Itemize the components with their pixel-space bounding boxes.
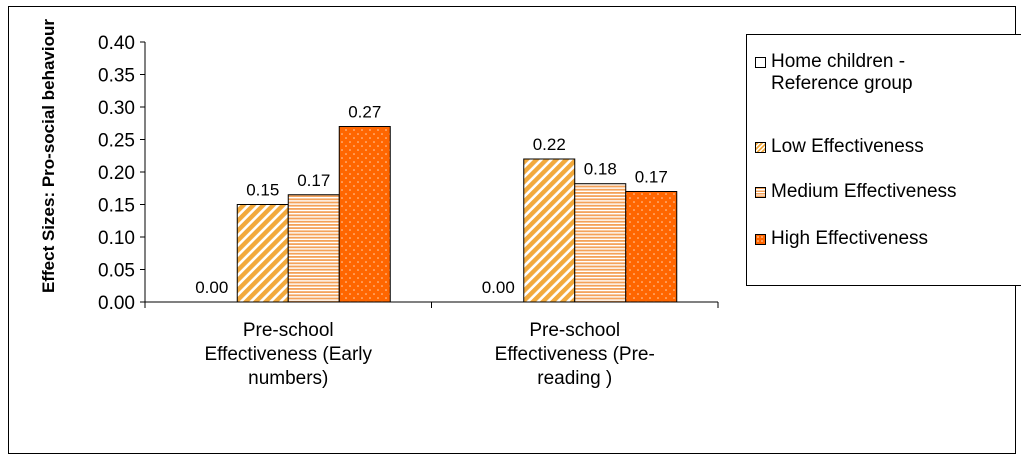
- legend-item: Low Effectiveness: [755, 136, 924, 158]
- data-label: 0.17: [297, 171, 330, 190]
- bar-diagonal-stripes-0: [236, 204, 289, 303]
- legend-swatch: [755, 57, 766, 68]
- y-tick-label: 0.15: [98, 196, 135, 217]
- y-tick-label: 0.35: [98, 66, 135, 87]
- legend-item: Medium Effectiveness: [755, 181, 957, 203]
- labels-layer: 0.00 0.15 0.17 0.27 Pre-school Effectiveness …: [195, 103, 668, 390]
- y-tick-label: 0.40: [98, 33, 135, 54]
- legend-label: High Effectiveness: [771, 228, 929, 249]
- y-tick-label: 0.20: [98, 163, 135, 184]
- legend-swatch: [755, 234, 766, 245]
- data-label: 0.18: [584, 160, 617, 179]
- bar-horizontal-stripes-1: [574, 183, 627, 303]
- legend-item: High Effectiveness: [755, 228, 928, 250]
- x-tick-label: Pre-school Effectiveness (Early numbers): [204, 320, 372, 389]
- data-label: 0.00: [482, 278, 515, 297]
- data-label: 0.15: [246, 181, 279, 200]
- data-label: 0.17: [635, 168, 668, 187]
- legend: Home children - Reference group Low Effec…: [746, 34, 1021, 286]
- legend-swatch: [755, 142, 766, 153]
- legend-label: Home children - Reference group: [771, 51, 913, 94]
- data-label: 0.00: [195, 278, 228, 297]
- legend-item: Home children - Reference group: [755, 51, 913, 95]
- legend-swatch: [755, 187, 766, 198]
- y-tick-label: 0.10: [98, 228, 135, 249]
- data-label: 0.27: [348, 103, 381, 122]
- legend-label: Medium Effectiveness: [771, 181, 957, 202]
- bar-diagonal-stripes-1: [523, 158, 576, 303]
- axes-layer: 0.00 0.05 0.10 0.15 0.20 0.25 0.30 0.35 0.40 Effe…: [39, 19, 719, 314]
- x-tick-label: Pre-school Effectiveness (Pre-reading ): [495, 320, 655, 389]
- bar-horizontal-stripes-0: [287, 194, 340, 303]
- y-tick-label: 0.00: [98, 293, 135, 314]
- bar-dots-1: [625, 191, 678, 303]
- legend-label: Low Effectiveness: [771, 136, 924, 157]
- y-tick-label: 0.05: [98, 261, 135, 282]
- y-axis-title: Effect Sizes: Pro-social behaviour: [39, 19, 58, 293]
- bars-layer: [236, 126, 678, 303]
- bar-dots-0: [338, 126, 391, 303]
- data-label: 0.22: [533, 135, 566, 154]
- y-tick-label: 0.25: [98, 131, 135, 152]
- y-tick-label: 0.30: [98, 98, 135, 119]
